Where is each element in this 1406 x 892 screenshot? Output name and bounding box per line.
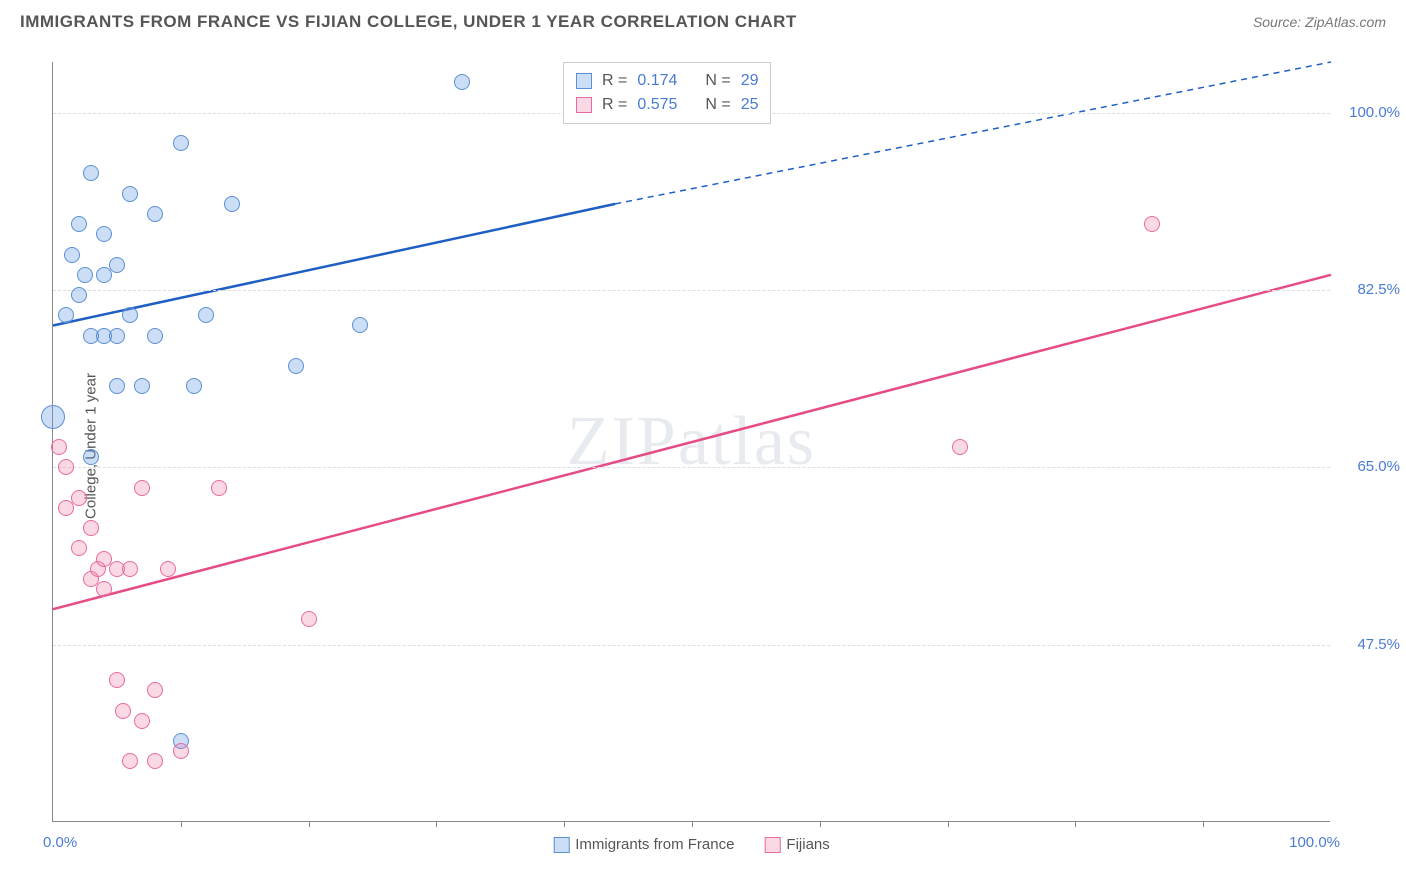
data-point — [224, 196, 240, 212]
correlation-legend: R = 0.174 N = 29 R = 0.575 N = 25 — [563, 62, 771, 124]
data-point — [352, 317, 368, 333]
data-point — [147, 328, 163, 344]
data-point — [96, 581, 112, 597]
n-label: N = — [705, 69, 730, 93]
data-point — [147, 682, 163, 698]
y-tick-label: 65.0% — [1340, 458, 1400, 475]
data-point — [115, 703, 131, 719]
x-tick — [948, 821, 949, 827]
data-point — [122, 753, 138, 769]
data-point — [109, 328, 125, 344]
legend-label-fijians: Fijians — [786, 836, 829, 853]
data-point — [160, 561, 176, 577]
data-point — [83, 449, 99, 465]
x-tick-min: 0.0% — [43, 834, 77, 851]
data-point — [71, 287, 87, 303]
chart-title: IMMIGRANTS FROM FRANCE VS FIJIAN COLLEGE… — [20, 12, 797, 32]
swatch-france-icon — [553, 837, 569, 853]
source-attribution: Source: ZipAtlas.com — [1253, 14, 1386, 30]
data-point — [122, 561, 138, 577]
swatch-france — [576, 73, 592, 89]
y-tick-label: 100.0% — [1340, 104, 1400, 121]
gridline-h — [53, 290, 1330, 291]
data-point — [134, 378, 150, 394]
gridline-h — [53, 645, 1330, 646]
data-point — [173, 743, 189, 759]
swatch-fijians-icon — [764, 837, 780, 853]
data-point — [77, 267, 93, 283]
trend-line — [53, 275, 1331, 609]
data-point — [58, 459, 74, 475]
data-point — [134, 713, 150, 729]
r-value-fijians: 0.575 — [637, 93, 687, 117]
data-point — [109, 378, 125, 394]
r-label: R = — [602, 69, 627, 93]
legend-label-france: Immigrants from France — [575, 836, 734, 853]
y-tick-label: 82.5% — [1340, 281, 1400, 298]
data-point — [186, 378, 202, 394]
x-tick — [1075, 821, 1076, 827]
data-point — [147, 753, 163, 769]
data-point — [301, 611, 317, 627]
data-point — [109, 672, 125, 688]
n-label: N = — [705, 93, 730, 117]
data-point — [109, 257, 125, 273]
data-point — [51, 439, 67, 455]
x-tick — [436, 821, 437, 827]
data-point — [71, 490, 87, 506]
legend-item-france: Immigrants from France — [553, 836, 734, 853]
x-tick — [181, 821, 182, 827]
trend-line — [53, 204, 615, 326]
legend-row-fijians: R = 0.575 N = 25 — [576, 93, 758, 117]
x-tick — [692, 821, 693, 827]
data-point — [147, 206, 163, 222]
data-point — [122, 307, 138, 323]
n-value-fijians: 25 — [741, 93, 759, 117]
plot-area: ZIPatlas R = 0.174 N = 29 R = 0.575 N = … — [52, 62, 1330, 822]
x-tick — [820, 821, 821, 827]
n-value-france: 29 — [741, 69, 759, 93]
data-point — [122, 186, 138, 202]
chart-container: IMMIGRANTS FROM FRANCE VS FIJIAN COLLEGE… — [0, 0, 1406, 892]
r-value-france: 0.174 — [637, 69, 687, 93]
data-point — [134, 480, 150, 496]
data-point — [173, 135, 189, 151]
data-point — [288, 358, 304, 374]
data-point — [454, 74, 470, 90]
swatch-fijians — [576, 97, 592, 113]
legend-row-france: R = 0.174 N = 29 — [576, 69, 758, 93]
data-point — [198, 307, 214, 323]
x-tick — [564, 821, 565, 827]
data-point — [71, 540, 87, 556]
x-tick-max: 100.0% — [1289, 834, 1340, 851]
data-point — [96, 226, 112, 242]
x-tick — [1203, 821, 1204, 827]
trend-lines — [53, 62, 1330, 821]
data-point — [58, 307, 74, 323]
data-point — [1144, 216, 1160, 232]
series-legend: Immigrants from France Fijians — [553, 836, 830, 853]
data-point — [83, 520, 99, 536]
y-tick-label: 47.5% — [1340, 636, 1400, 653]
data-point — [952, 439, 968, 455]
gridline-h — [53, 467, 1330, 468]
data-point — [83, 165, 99, 181]
legend-item-fijians: Fijians — [764, 836, 829, 853]
r-label: R = — [602, 93, 627, 117]
data-point — [211, 480, 227, 496]
data-point — [64, 247, 80, 263]
data-point — [71, 216, 87, 232]
x-tick — [309, 821, 310, 827]
data-point — [41, 405, 65, 429]
